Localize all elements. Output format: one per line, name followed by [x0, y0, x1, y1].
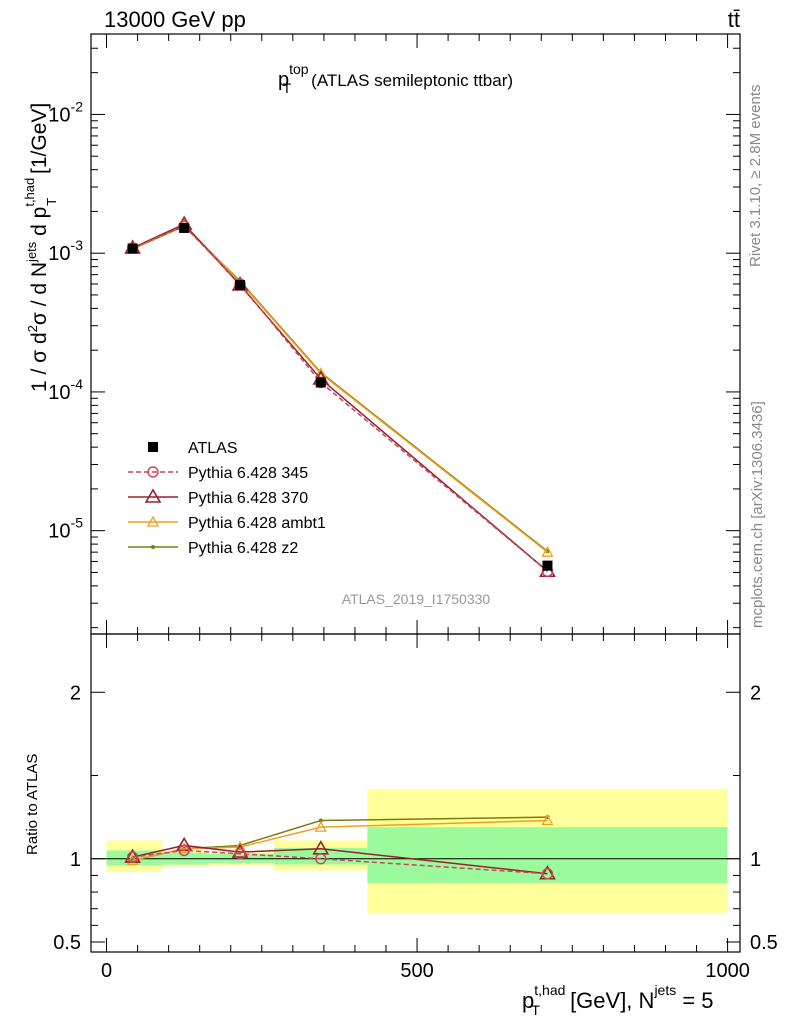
legend-marker [147, 466, 159, 478]
ratio-band-green [367, 827, 728, 883]
main-ylabel: 1 / σ d2σ / d Njets d pt,had T [1/GeV] [22, 103, 59, 392]
ratio-data-point [541, 868, 554, 880]
energy-label: 13000 GeV pp [104, 7, 246, 32]
legend-marker [151, 545, 155, 549]
legend-label: ATLAS [188, 440, 238, 457]
ratio-data-point [178, 844, 190, 857]
ratio-y-tick-label: 1 [70, 849, 81, 871]
ratio-y-tick-label-right: 2 [750, 682, 761, 704]
ratio-y-tick-label: 2 [70, 682, 81, 704]
x-tick-label: 500 [400, 960, 433, 982]
data-point [542, 560, 553, 571]
mcplots-label: mcplots.cern.ch [arXiv:1306.3436] [749, 401, 766, 628]
plot-title: ptop T (ATLAS semileptonic ttbar) [278, 61, 513, 96]
ratio-data-point [318, 818, 323, 823]
data-point [541, 545, 554, 557]
ratio-series-line [132, 849, 548, 875]
legend-label: Pythia 6.428 z2 [188, 540, 298, 557]
ratio-data-point [314, 820, 327, 832]
x-tick-label: 1000 [705, 960, 750, 982]
rivet-label: Rivet 3.1.10, ≥ 2.8M events [747, 85, 764, 268]
process-label: tt̄ [728, 7, 740, 32]
ratio-data-point [234, 848, 246, 860]
ratio-data-point [126, 854, 139, 866]
ratio-data-point [178, 842, 191, 854]
data-point [127, 243, 138, 254]
ratio-series-line [132, 844, 548, 875]
y-tick-label: 10-5 [48, 515, 83, 543]
y-tick-label: 10-3 [48, 237, 83, 265]
ratio-data-point [315, 853, 327, 865]
legend-marker [148, 442, 158, 452]
ratio-y-tick-label-right: 0.5 [750, 932, 778, 954]
y-tick-label: 10-4 [48, 376, 83, 404]
x-axis-label: pt,had T [GeV], Njets = 5 [522, 982, 714, 1018]
y-tick-label: 10-2 [48, 98, 83, 126]
legend-label: Pythia 6.428 345 [188, 465, 308, 482]
ratio-data-point [541, 814, 554, 826]
ratio-frame [90, 633, 741, 953]
ratio-data-point [233, 840, 247, 852]
ratio-y-tick-label: 0.5 [53, 932, 81, 954]
ratio-y-tick-label-right: 1 [750, 849, 761, 871]
data-point [315, 377, 326, 388]
legend-marker [146, 515, 160, 527]
x-tick-label: 0 [101, 960, 112, 982]
legend-label: Pythia 6.428 ambt1 [188, 515, 326, 532]
analysis-label: ATLAS_2019_I1750330 [342, 591, 491, 607]
legend-label: Pythia 6.428 370 [188, 490, 308, 507]
ratio-ylabel: Ratio to ATLAS [24, 754, 41, 855]
ratio-data-point [126, 851, 139, 863]
data-point [179, 222, 190, 233]
data-point [235, 279, 246, 290]
legend-marker [144, 488, 162, 503]
